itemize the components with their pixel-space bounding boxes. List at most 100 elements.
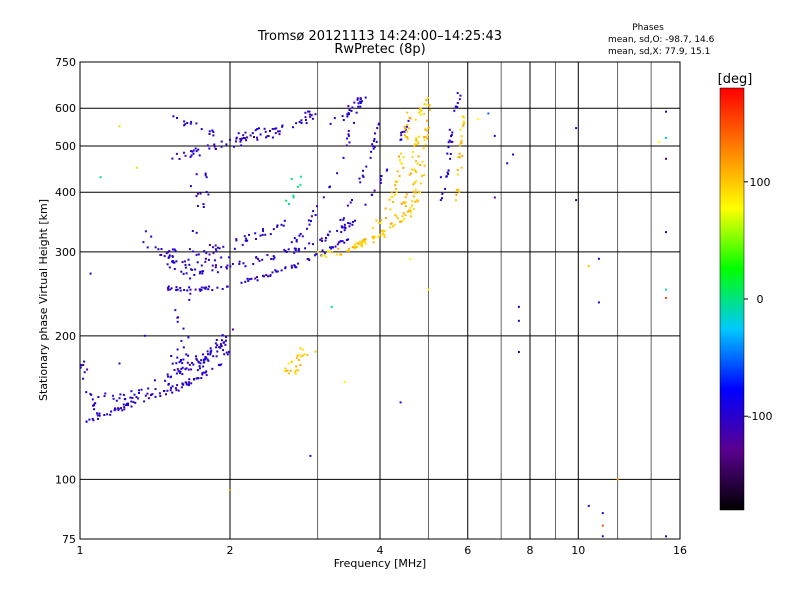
data-point (185, 272, 188, 275)
data-point (224, 343, 227, 346)
data-point (295, 369, 298, 372)
data-point (326, 233, 329, 236)
data-point (371, 235, 374, 238)
data-point (202, 206, 205, 208)
data-point (361, 174, 364, 177)
data-point (377, 123, 380, 126)
data-point (399, 138, 402, 141)
data-point (193, 274, 196, 276)
data-point (487, 112, 490, 115)
data-point (184, 264, 187, 266)
data-point (130, 400, 133, 403)
data-point (384, 207, 387, 210)
x-axis-label: Frequency [MHz] (334, 557, 426, 570)
data-point (176, 384, 179, 387)
data-point (256, 138, 259, 141)
data-point (282, 224, 285, 227)
data-point (176, 117, 178, 119)
data-point (299, 364, 302, 367)
data-point (226, 264, 229, 267)
data-point (419, 182, 422, 185)
data-point (353, 121, 355, 124)
data-point (665, 231, 667, 234)
data-point (237, 132, 240, 135)
data-point (146, 246, 149, 249)
data-point (310, 215, 313, 218)
data-point (340, 253, 343, 256)
data-point (195, 253, 198, 256)
data-point (175, 288, 178, 291)
data-point (244, 239, 247, 242)
data-point (241, 243, 244, 246)
data-point (251, 132, 254, 135)
data-point (256, 128, 259, 130)
data-point (372, 227, 375, 229)
data-point (184, 266, 187, 269)
data-point (147, 397, 150, 400)
data-point (261, 258, 264, 261)
data-point (402, 212, 405, 215)
data-point (396, 217, 399, 220)
data-point (392, 225, 394, 228)
data-point (169, 389, 172, 392)
data-point (424, 128, 427, 131)
data-point (305, 119, 307, 121)
data-point (134, 401, 137, 404)
data-point (372, 147, 375, 150)
data-point (412, 183, 415, 186)
data-point (201, 373, 204, 376)
data-point (243, 137, 245, 139)
data-point (207, 359, 210, 362)
data-point (340, 231, 343, 233)
data-point (449, 157, 452, 160)
data-point (373, 235, 376, 238)
data-point (293, 251, 296, 254)
data-point (587, 265, 590, 268)
data-point (226, 285, 228, 288)
data-point (347, 222, 350, 224)
data-point (362, 169, 364, 172)
data-point (150, 394, 152, 397)
data-point (138, 389, 140, 392)
data-point (414, 192, 417, 194)
data-point (211, 289, 214, 291)
data-point (138, 392, 140, 394)
data-point (196, 261, 199, 264)
data-point (187, 336, 190, 339)
data-point (309, 115, 312, 118)
x-tick-label: 10 (571, 544, 585, 557)
data-point (244, 131, 247, 134)
data-point (290, 266, 293, 269)
data-point (97, 417, 99, 420)
data-point (365, 165, 368, 168)
data-point (89, 392, 92, 395)
data-point (86, 368, 89, 371)
data-point (92, 419, 95, 422)
data-point (301, 354, 304, 357)
data-point (267, 275, 269, 278)
data-point (328, 230, 331, 233)
data-point (109, 413, 112, 416)
data-point (174, 309, 177, 312)
data-point (218, 346, 221, 349)
data-point (427, 134, 429, 136)
data-point (303, 353, 306, 356)
data-point (354, 219, 356, 222)
data-point (360, 241, 363, 244)
data-point (182, 346, 185, 349)
data-point (353, 245, 356, 248)
data-point (290, 178, 293, 180)
data-point (339, 218, 342, 221)
data-point (160, 254, 163, 256)
data-point (115, 399, 118, 402)
data-point (390, 191, 393, 194)
data-point (420, 109, 423, 112)
data-point (402, 156, 405, 159)
data-point (343, 223, 346, 226)
data-point (200, 286, 203, 289)
data-point (280, 269, 283, 272)
data-point (361, 245, 364, 248)
data-point (180, 270, 183, 273)
data-point (182, 327, 185, 330)
